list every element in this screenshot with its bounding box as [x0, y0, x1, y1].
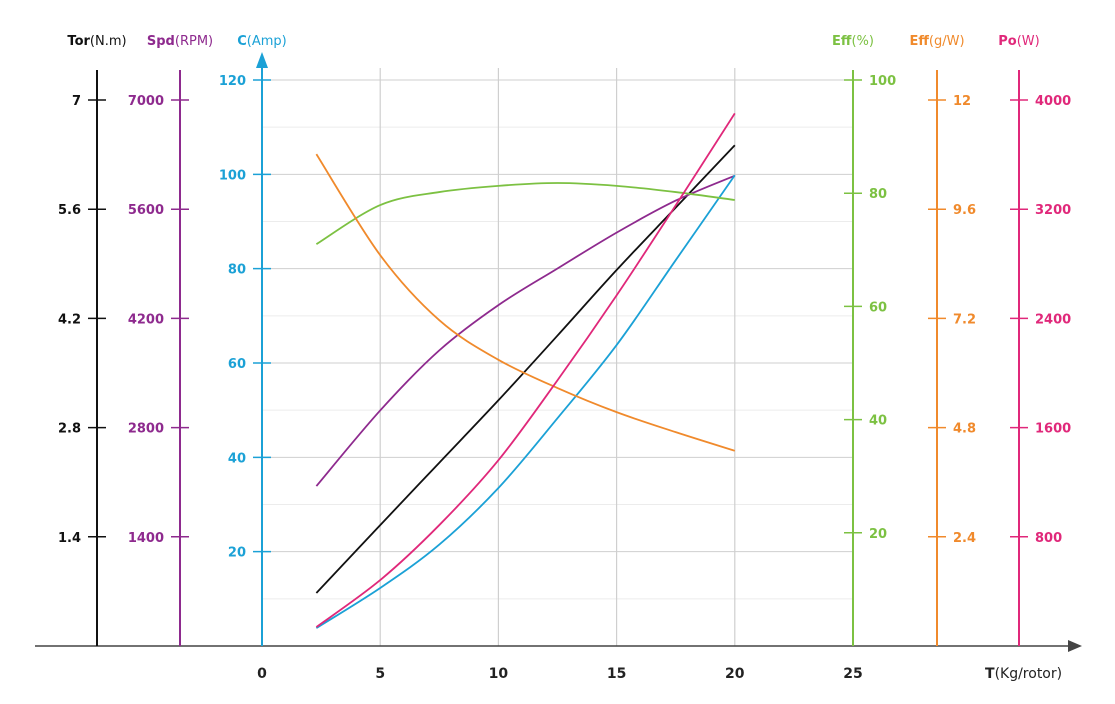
x-tick-label: 15	[607, 666, 626, 682]
axis-title-effg: Eff(g/W)	[909, 34, 964, 49]
series-line-effp	[315, 182, 735, 245]
axis-tick-label-spd: 2800	[128, 422, 164, 437]
series-line-po	[315, 112, 736, 628]
axis-tick-label-tor: 2.8	[58, 422, 81, 437]
axis-tick-label-effp: 100	[869, 74, 896, 89]
axis-tick-label-effg: 12	[953, 94, 971, 109]
axis-tick-label-c: 40	[228, 451, 246, 466]
series-line-spd	[315, 174, 736, 487]
axis-tick-label-tor: 7	[72, 94, 81, 109]
axis-title-spd: Spd(RPM)	[147, 34, 213, 49]
c-axis-arrow-icon	[256, 52, 268, 68]
axis-title-c: C(Amp)	[237, 34, 287, 49]
axis-tick-label-c: 80	[228, 263, 246, 278]
x-tick-label: 10	[489, 666, 509, 682]
axis-tick-label-effp: 80	[869, 187, 887, 202]
x-tick-label: 5	[375, 666, 385, 682]
axis-tick-label-po: 1600	[1035, 422, 1071, 437]
x-tick-label: 0	[257, 666, 267, 682]
axis-tick-label-po: 800	[1035, 531, 1062, 546]
axis-tick-label-effg: 7.2	[953, 312, 976, 327]
axis-tick-label-tor: 5.6	[58, 203, 81, 218]
x-axis-label: T(Kg/rotor)	[985, 666, 1062, 682]
axis-tick-label-effp: 20	[869, 527, 887, 542]
axis-tick-label-c: 120	[219, 74, 246, 89]
x-axis-arrow-icon	[1068, 640, 1082, 652]
axis-tick-label-tor: 1.4	[58, 531, 81, 546]
axis-tick-label-c: 60	[228, 357, 246, 372]
axis-tick-label-spd: 1400	[128, 531, 164, 546]
axis-tick-label-effg: 9.6	[953, 203, 976, 218]
axis-title-effp: Eff(%)	[832, 34, 874, 49]
axis-tick-label-spd: 4200	[128, 312, 164, 327]
axis-tick-label-c: 100	[219, 168, 246, 183]
axis-tick-label-po: 2400	[1035, 312, 1071, 327]
axis-tick-label-spd: 5600	[128, 203, 164, 218]
axis-title-tor: Tor(N.m)	[67, 34, 126, 49]
axis-tick-label-effp: 60	[869, 300, 887, 315]
axis-tick-label-c: 20	[228, 546, 246, 561]
axis-title-po: Po(W)	[998, 34, 1039, 49]
axis-tick-label-po: 3200	[1035, 203, 1071, 218]
x-tick-label: 20	[725, 666, 745, 682]
axis-tick-label-po: 4000	[1035, 94, 1071, 109]
series-line-effg	[315, 153, 736, 452]
axis-tick-label-effg: 2.4	[953, 531, 976, 546]
axis-tick-label-effg: 4.8	[953, 422, 976, 437]
x-tick-label: 25	[843, 666, 862, 682]
series-line-c	[315, 174, 736, 629]
axis-tick-label-tor: 4.2	[58, 312, 81, 327]
axis-tick-label-spd: 7000	[128, 94, 164, 109]
axis-tick-label-effp: 40	[869, 414, 887, 429]
